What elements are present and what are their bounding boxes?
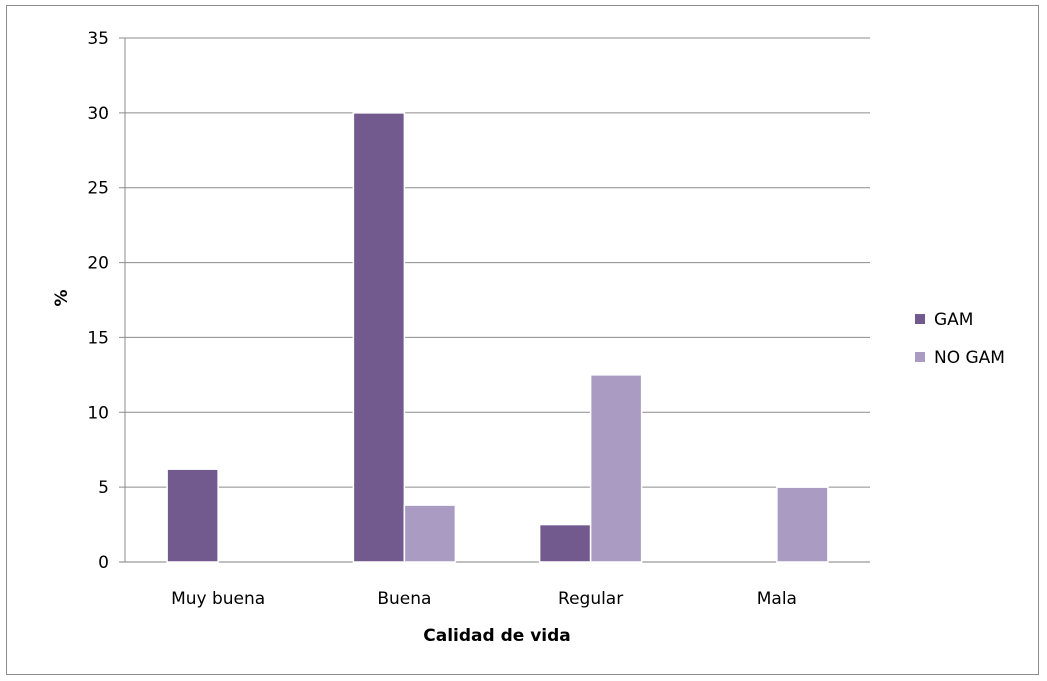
x-tick-label: Regular (558, 589, 623, 609)
y-axis-title: % (52, 289, 72, 306)
bar-gam (352, 112, 406, 563)
bars (166, 112, 829, 563)
x-axis-ticks: Muy buena Buena Regular Mala (171, 589, 797, 609)
y-tick-label: 25 (87, 179, 109, 199)
bar-gam (166, 468, 219, 563)
legend-swatch (915, 314, 925, 324)
y-tick-label: 5 (98, 478, 109, 498)
y-tick-label: 15 (87, 328, 109, 348)
y-tick-label: 0 (98, 553, 109, 573)
legend-label: GAM (934, 310, 973, 330)
bar-no-gam (589, 374, 643, 563)
y-axis-ticks: 0 5 10 15 20 25 30 35 (87, 29, 109, 573)
bar-no-gam (776, 486, 829, 563)
legend: GAM NO GAM (915, 310, 1005, 368)
legend-swatch (915, 352, 925, 362)
y-tick-label: 10 (87, 403, 109, 423)
x-tick-label: Mala (757, 589, 797, 609)
x-axis-title: Calidad de vida (423, 626, 571, 646)
y-tick-label: 30 (87, 104, 109, 124)
y-tick-label: 35 (87, 29, 109, 49)
bar-no-gam (403, 504, 457, 563)
bar-gam (538, 523, 592, 563)
x-tick-label: Muy buena (171, 589, 265, 609)
chart-frame (6, 5, 1039, 675)
gridlines (119, 37, 870, 563)
legend-label: NO GAM (934, 348, 1005, 368)
y-tick-label: 20 (87, 254, 109, 274)
x-tick-label: Buena (377, 589, 431, 609)
